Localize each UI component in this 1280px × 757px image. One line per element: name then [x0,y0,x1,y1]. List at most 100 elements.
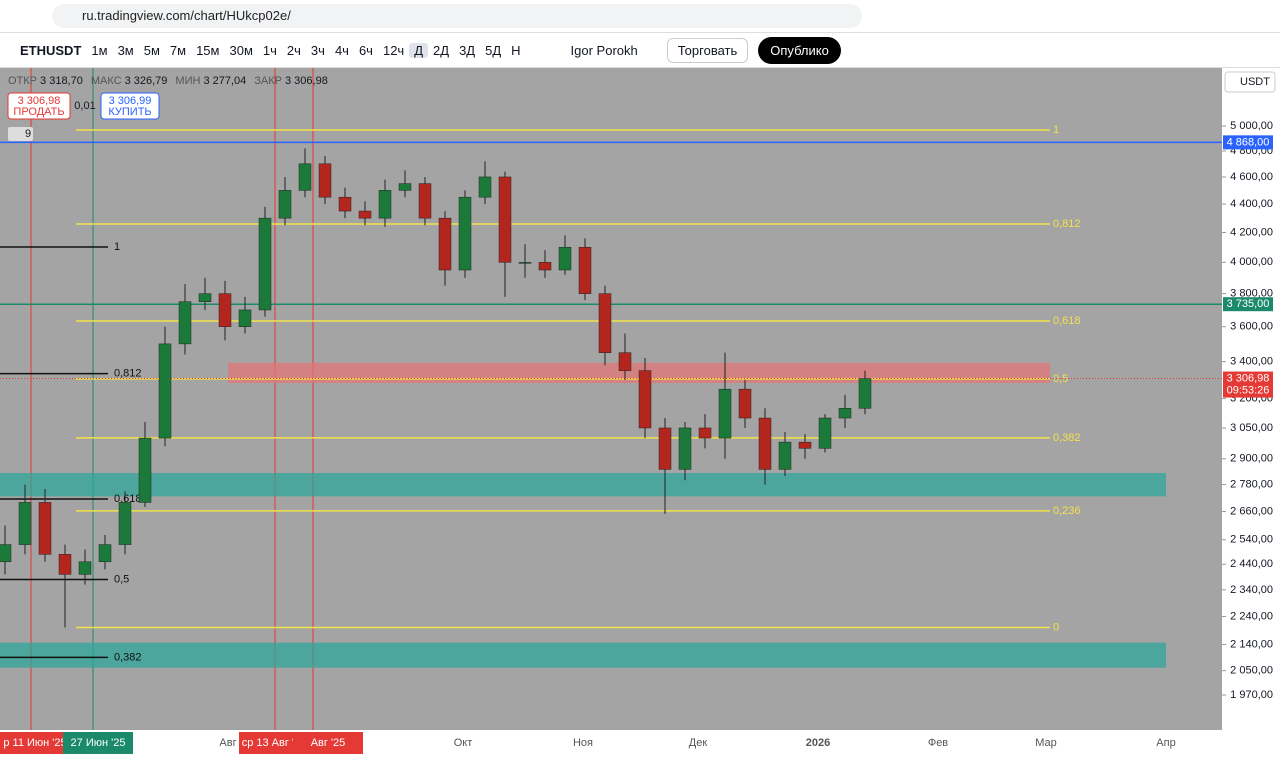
interval-button[interactable]: Д [409,42,429,58]
candle-body [698,427,712,439]
y-tick-label: 2 900,00 [1230,453,1273,465]
candle-body [218,293,232,327]
trade-button[interactable]: Торговать [666,37,749,63]
candle-body [318,163,332,198]
y-tick-label: 2 780,00 [1230,478,1273,490]
fib-label: 0,618 [1053,315,1081,327]
legend-value: 3 277,04 [203,75,246,87]
price-axis [1222,68,1280,757]
candle-body [818,417,832,449]
interval-button[interactable]: 3м [117,42,134,58]
interval-button[interactable]: 2ч [286,42,301,58]
candle-body [838,408,852,419]
time-highlight [0,732,70,754]
y-tick-label: 2 240,00 [1230,610,1273,622]
candle-body [458,196,472,271]
zone [0,642,1166,668]
price-label: 3 735,00 [1227,298,1270,310]
user-name[interactable]: Igor Porokh [570,42,638,58]
legend-label: ЗАКР [254,75,282,87]
publish-button[interactable]: Опублико [758,36,841,64]
buy-label[interactable]: КУПИТЬ [108,106,151,118]
candle-body [198,293,212,302]
candle-body [0,544,12,563]
currency-box[interactable] [1224,71,1276,93]
interval-button[interactable]: 2Д [433,42,450,58]
candle-body [18,502,32,545]
candle-body [78,561,92,575]
x-tick-label: 2026 [806,737,830,749]
candle-body [798,441,812,449]
sell-label[interactable]: ПРОДАТЬ [13,106,64,118]
zone [0,473,1166,497]
legend-value: 3 306,98 [285,75,328,87]
fib-label: 0,5 [114,573,129,585]
indicators-box[interactable] [8,127,33,141]
x-tick-label: 27 Июн '25 [71,737,126,749]
price-label-box [1223,297,1273,312]
interval-button[interactable]: 7м [169,42,187,58]
fib-label: 1 [1053,124,1059,136]
candle-body [498,176,512,263]
fib-label: 0 [1053,621,1059,633]
candle-body [438,217,452,271]
interval-button[interactable]: 1м [91,42,108,58]
buy-box[interactable] [100,92,160,120]
fib-label: 0,812 [114,367,142,379]
candle-body [178,301,192,345]
indicators-count[interactable]: 9 [25,128,31,140]
candle-body [478,176,492,198]
interval-button[interactable]: 5м [143,42,160,58]
candle-body [638,370,652,429]
countdown: 09:53:26 [1227,384,1270,396]
interval-button[interactable]: 12ч [382,42,405,58]
candle-body [98,544,112,563]
interval-button[interactable]: 3ч [310,42,325,58]
time-highlight [293,732,363,754]
interval-button[interactable]: 4ч [334,42,349,58]
browser-bar: ru.tradingview.com/chart/HUkcp02e/ [0,0,1280,33]
buy-price[interactable]: 3 306,99 [109,95,152,107]
fib-label: 0,5 [1053,373,1068,385]
y-tick-label: 1 970,00 [1230,689,1273,701]
y-tick-label: 4 400,00 [1230,198,1273,210]
y-tick-label: 3 800,00 [1230,288,1273,300]
sell-price[interactable]: 3 306,98 [18,95,61,107]
x-tick-label: Дек [689,737,708,749]
y-tick-label: 2 140,00 [1230,638,1273,650]
candle-body [38,502,52,555]
interval-button[interactable]: 30м [229,42,253,58]
candle-body [278,190,292,219]
candle-body [418,183,432,219]
price-label-box [1223,135,1273,150]
candle-body [658,427,672,470]
sell-box[interactable] [7,92,71,120]
interval-button[interactable]: 1ч [262,42,277,58]
y-tick-label: 2 440,00 [1230,558,1273,570]
candle-body [518,262,532,264]
interval-button[interactable]: 5Д [485,42,502,58]
candle-body [858,378,872,409]
fib-label: 0,812 [1053,218,1081,230]
fib-label: 0,382 [114,651,142,663]
interval-button[interactable]: 6ч [358,42,373,58]
x-tick-label: Ноя [573,737,593,749]
candle-body [258,217,272,311]
candle-body [598,293,612,353]
y-tick-label: 2 660,00 [1230,505,1273,517]
candle-body [718,388,732,439]
interval-button[interactable]: 3Д [459,42,476,58]
intervals: 1м 3м 5м 7м 15м 30м 1ч 2ч 3ч 4ч 6ч 12ч Д 2Д 3Д 5Д Н [86,42,525,58]
candle-body [678,427,692,470]
interval-button[interactable]: Н [511,42,521,58]
legend-label: МАКС [91,75,122,87]
symbol[interactable]: ETHUSDT [20,42,82,58]
url-bar[interactable]: ru.tradingview.com/chart/HUkcp02e/ [52,4,862,28]
candle-body [298,163,312,191]
interval-button[interactable]: 15м [196,42,220,58]
currency[interactable]: USDT [1240,76,1270,88]
legend-value: 3 318,70 [40,75,83,87]
candle-body [778,441,792,470]
x-tick-label: Фев [928,737,948,749]
